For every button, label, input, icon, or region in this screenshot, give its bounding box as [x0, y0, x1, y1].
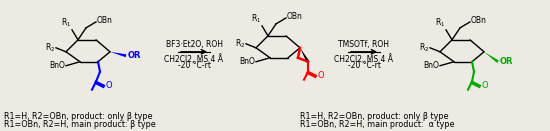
- Text: OR: OR: [128, 51, 141, 60]
- Text: BnO: BnO: [239, 57, 255, 66]
- Polygon shape: [110, 52, 126, 57]
- Polygon shape: [300, 48, 309, 62]
- Text: OBn: OBn: [287, 12, 303, 21]
- Text: R1=OBn, R2=H, main product:  α type: R1=OBn, R2=H, main product: α type: [300, 119, 454, 129]
- Text: R$_2$: R$_2$: [419, 42, 429, 54]
- Text: TMSOTf, ROH: TMSOTf, ROH: [338, 40, 389, 49]
- Text: BF3·Et2O, ROH: BF3·Et2O, ROH: [166, 40, 223, 49]
- Text: BnO: BnO: [49, 61, 65, 70]
- Polygon shape: [484, 52, 499, 63]
- Text: BnO: BnO: [423, 61, 439, 70]
- Text: CH2Cl2, MS 4 Å: CH2Cl2, MS 4 Å: [164, 54, 223, 64]
- Text: -20 °C-rt: -20 °C-rt: [348, 61, 381, 70]
- Text: R1=OBn, R2=H, main product: β type: R1=OBn, R2=H, main product: β type: [4, 119, 156, 129]
- Text: OBn: OBn: [97, 16, 113, 25]
- Text: R1=H, R2=OBn, product: only β type: R1=H, R2=OBn, product: only β type: [300, 112, 448, 121]
- Text: R$_2$: R$_2$: [235, 38, 245, 50]
- Text: R$_2$: R$_2$: [45, 42, 55, 54]
- Text: O: O: [105, 81, 112, 90]
- Text: O: O: [481, 81, 488, 90]
- Text: R1=H, R2=OBn, product: only β type: R1=H, R2=OBn, product: only β type: [4, 112, 152, 121]
- Text: O: O: [317, 71, 323, 80]
- Text: -20 °C-rt: -20 °C-rt: [178, 61, 211, 70]
- Text: R$_1$: R$_1$: [434, 16, 445, 29]
- Text: R$_1$: R$_1$: [60, 16, 71, 29]
- Text: CH2Cl2, MS 4 Å: CH2Cl2, MS 4 Å: [334, 54, 393, 64]
- Text: OR: OR: [500, 57, 514, 66]
- Text: R$_1$: R$_1$: [251, 12, 261, 25]
- Text: OBn: OBn: [471, 16, 487, 25]
